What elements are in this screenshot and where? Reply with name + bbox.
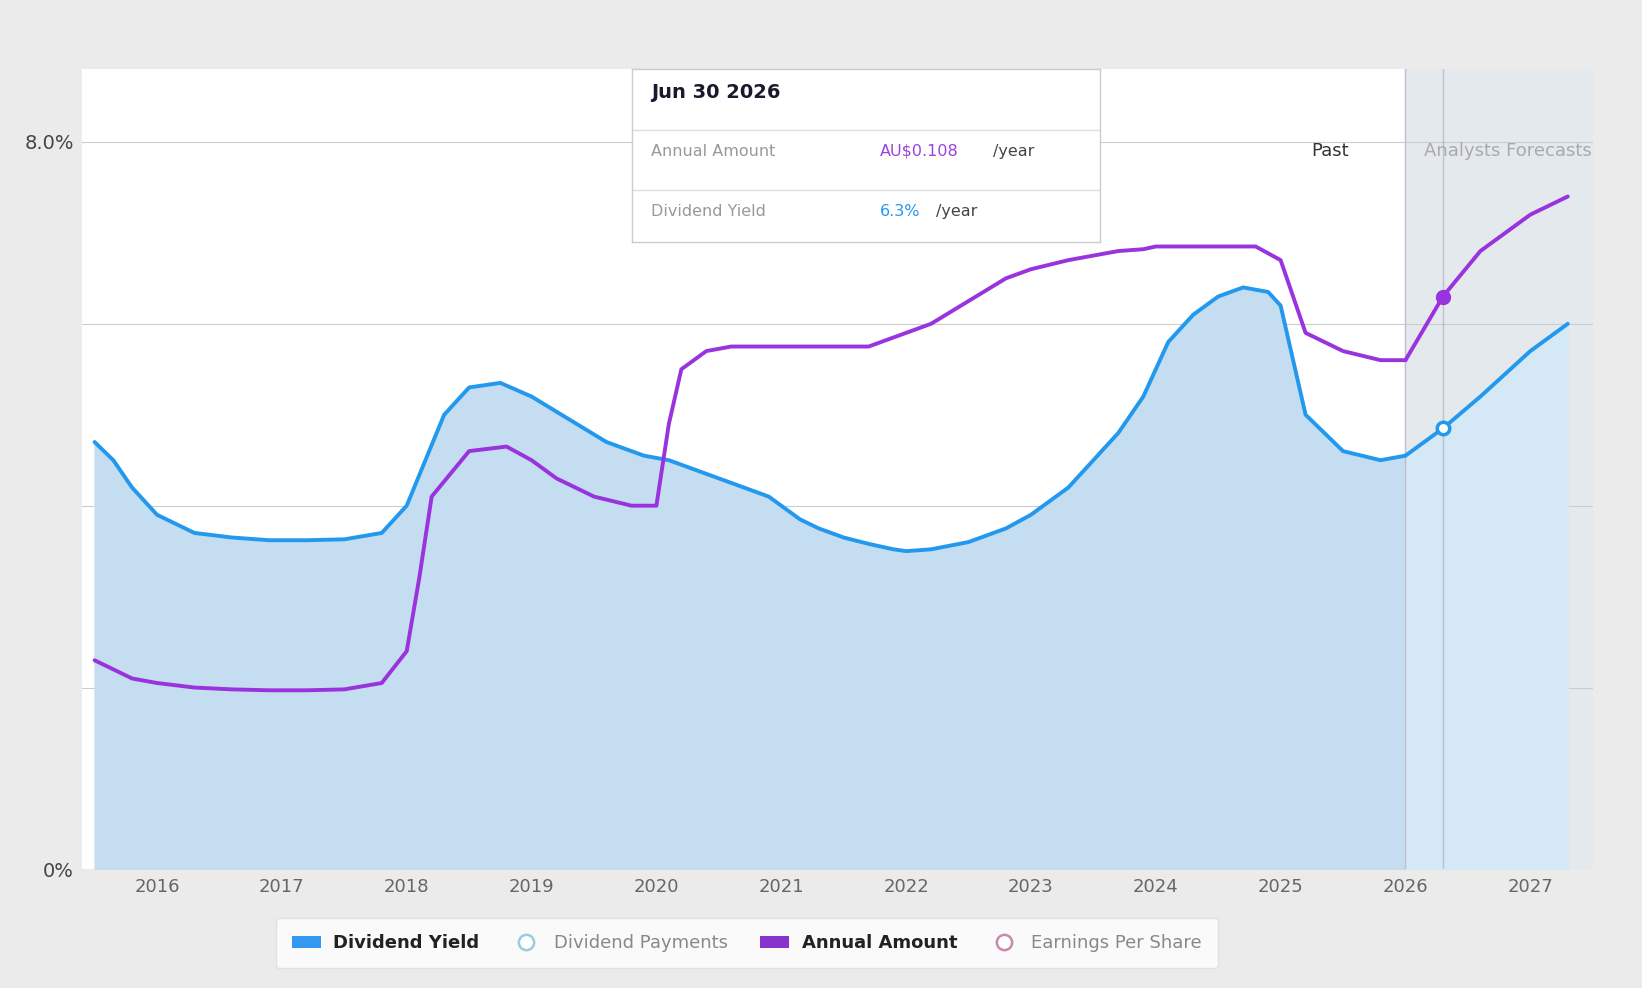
Legend: Dividend Yield, Dividend Payments, Annual Amount, Earnings Per Share: Dividend Yield, Dividend Payments, Annua…	[276, 918, 1218, 968]
Text: /year: /year	[936, 205, 977, 219]
Text: Annual Amount: Annual Amount	[650, 143, 775, 158]
Text: Dividend Yield: Dividend Yield	[650, 205, 765, 219]
Text: Analysts Forecasts: Analysts Forecasts	[1424, 142, 1593, 160]
Text: /year: /year	[992, 143, 1034, 158]
Text: Past: Past	[1312, 142, 1350, 160]
Bar	[1406, 69, 1593, 869]
Text: AU$0.108: AU$0.108	[880, 143, 959, 158]
Text: Jun 30 2026: Jun 30 2026	[650, 83, 780, 102]
Text: 6.3%: 6.3%	[880, 205, 921, 219]
